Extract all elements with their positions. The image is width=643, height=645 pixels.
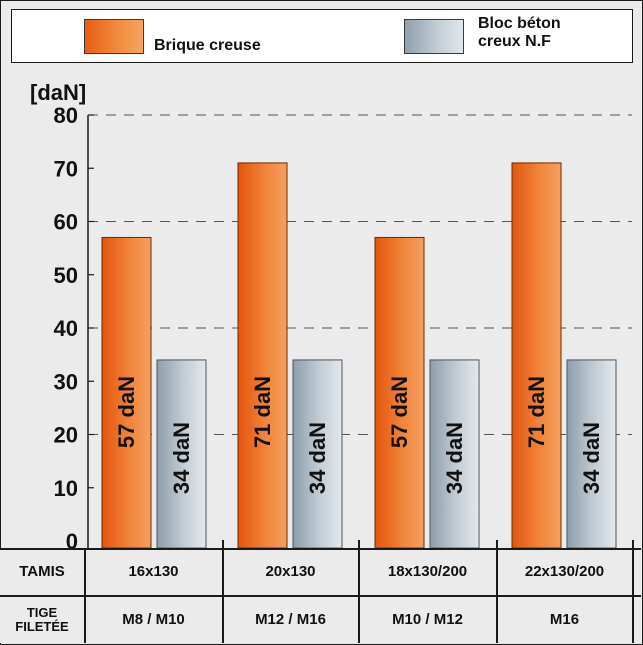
bar-bloc-beton	[566, 359, 617, 548]
legend-swatch-bloc	[404, 19, 464, 54]
legend-label-brique: Brique creuse	[154, 37, 261, 54]
table-top-border	[0, 548, 641, 550]
y-tick-label: 60	[54, 210, 78, 235]
y-tick-label: 80	[54, 103, 78, 128]
legend-swatch-brique	[84, 19, 144, 54]
y-tick-label: 20	[54, 423, 78, 448]
table-col-divider	[358, 540, 360, 643]
tige-cell: M16	[549, 611, 580, 628]
row-header-tige-line1: TIGE	[26, 604, 58, 620]
bar-bloc-beton	[429, 359, 480, 548]
tige-cell: M10 / M12	[392, 611, 463, 628]
bars: 57 daN 71 daN 57 daN 71 daN 34 daN 34 daN 34 d…	[101, 162, 617, 548]
bar-value-label: 34 daN	[579, 422, 604, 494]
row-header-tige: TIGE FILETÉE	[0, 596, 84, 643]
tamis-cell: 22x130/200	[524, 563, 605, 580]
row-header-tige-line2: FILETÉE	[15, 618, 69, 634]
bar-brique-creuse	[101, 236, 152, 548]
table-mid-border	[0, 595, 641, 597]
data-table: TAMIS TIGE FILETÉE 16x130 20x130 18x130/…	[0, 540, 641, 643]
tamis-cell: 18x130/200	[387, 563, 468, 580]
bar-value-label: 57 daN	[114, 376, 139, 448]
tamis-cell: 16x130	[128, 563, 179, 580]
bar-value-label: 71 daN	[250, 376, 275, 448]
row-header-tamis: TAMIS	[19, 563, 65, 580]
tige-cell: M8 / M10	[122, 611, 185, 628]
table-col-divider	[632, 540, 634, 643]
bar-brique-creuse	[511, 162, 562, 548]
y-tick-label: 70	[54, 156, 78, 181]
legend: Brique creuse Bloc béton creux N.F	[11, 9, 633, 63]
y-tick-label: 50	[54, 263, 78, 288]
bar-bloc-beton	[156, 359, 207, 548]
table-col-divider	[84, 548, 86, 643]
bar-value-label: 34 daN	[169, 422, 194, 494]
bar-bloc-beton	[292, 359, 343, 548]
tige-cell: M12 / M16	[255, 611, 326, 628]
bar-value-label: 57 daN	[387, 376, 412, 448]
bar-brique-creuse	[237, 162, 288, 548]
y-tick-label: 10	[54, 476, 78, 501]
y-tick-label: 0	[66, 529, 78, 548]
bar-value-label: 71 daN	[524, 376, 549, 448]
y-tick-label: 40	[54, 316, 78, 341]
y-axis-label: [daN]	[30, 80, 86, 105]
legend-label-bloc: Bloc béton creux N.F	[478, 15, 561, 50]
bar-value-label: 34 daN	[305, 422, 330, 494]
tamis-cell: 20x130	[265, 563, 316, 580]
y-tick-label: 30	[54, 369, 78, 394]
y-axis-ticks: 0 10 20 30 40 50 60 70 80	[54, 103, 94, 548]
bar-brique-creuse	[374, 236, 425, 548]
bar-value-label: 34 daN	[442, 422, 467, 494]
table-col-divider	[222, 540, 224, 643]
table-col-divider	[496, 540, 498, 643]
